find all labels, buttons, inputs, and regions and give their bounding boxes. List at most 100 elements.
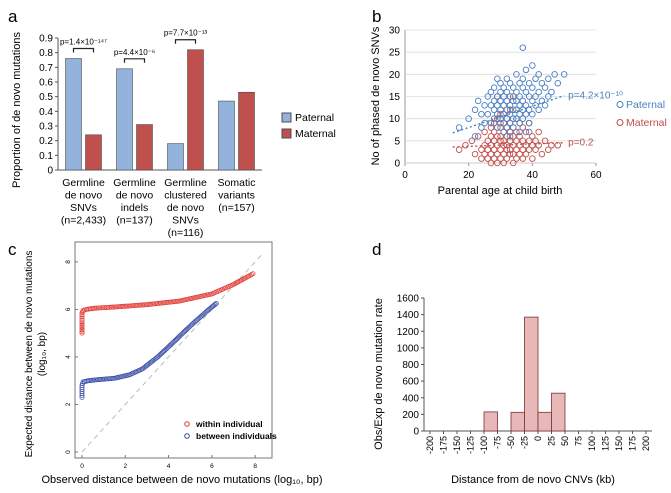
point-maternal: [462, 142, 469, 149]
panel-a-ytick-label: 0.6: [39, 78, 53, 89]
bar-maternal-0: [85, 134, 102, 171]
panel-a-category-label: Germline clustered de novo SNVs (n=116): [164, 177, 207, 239]
panel-a-category-line: de novo: [65, 190, 103, 202]
point-paternal: [497, 106, 504, 114]
point-paternal: [535, 88, 542, 96]
panel-d-xlabel: Distance from de novo CNVs (kb): [451, 474, 615, 486]
point-paternal: [516, 110, 523, 118]
point-within: [112, 304, 117, 310]
panel-c-ytick-label: 0: [65, 450, 72, 454]
point-maternal: [500, 159, 507, 167]
point-within: [250, 271, 256, 277]
panel-d-ytick-label: 200: [402, 410, 419, 421]
point-maternal: [516, 133, 523, 140]
point-between: [110, 375, 116, 381]
point-paternal: [509, 97, 517, 105]
point-within: [127, 303, 133, 309]
point-paternal: [478, 110, 485, 118]
panel-a-category-line: Somatic: [218, 177, 256, 189]
point-paternal: [503, 124, 511, 131]
panel-c-ylabel-line-1: Expected distance between de novo mutati…: [24, 251, 35, 458]
point-paternal: [506, 133, 514, 140]
point-paternal: [497, 115, 504, 122]
point-paternal: [509, 115, 517, 122]
point-paternal: [506, 102, 514, 109]
point-maternal: [494, 150, 501, 158]
point-within: [133, 303, 139, 308]
point-between: [101, 376, 107, 382]
point-within: [115, 304, 121, 310]
point-paternal: [522, 66, 530, 74]
point-maternal: [509, 150, 517, 158]
point-maternal: [519, 155, 527, 162]
point-paternal: [503, 97, 511, 105]
point-within: [79, 330, 85, 336]
point-paternal: [500, 128, 507, 136]
point-within: [113, 304, 119, 310]
point-paternal: [497, 119, 504, 127]
point-paternal: [519, 106, 527, 114]
point-paternal: [509, 124, 517, 131]
legend-label-maternal: Maternal: [626, 117, 667, 129]
point-paternal: [474, 97, 482, 105]
point-within: [158, 300, 164, 306]
point-maternal: [522, 142, 530, 149]
panel-b-ytick-label: 25: [389, 48, 401, 59]
point-paternal: [519, 84, 527, 91]
point-paternal: [497, 79, 504, 87]
point-paternal: [516, 102, 523, 109]
point-maternal: [478, 146, 485, 153]
panel-d-ytick-label: 600: [402, 377, 419, 388]
point-maternal: [478, 155, 485, 162]
panel-d-xtick-label: -125: [466, 436, 476, 454]
panel-b-ytick-label: 0: [394, 159, 400, 170]
point-within: [100, 305, 106, 311]
panel-a-ytick-label: 0.2: [39, 136, 53, 147]
point-between: [95, 377, 101, 383]
point-maternal: [532, 146, 539, 153]
point-within: [175, 298, 181, 304]
point-maternal: [490, 119, 498, 127]
point-within: [107, 304, 113, 310]
panel-d-ytick-label: 0: [413, 427, 419, 438]
point-paternal: [494, 110, 501, 118]
panel-b-xtick-label: 0: [402, 170, 408, 181]
point-between: [89, 377, 95, 383]
point-between: [87, 378, 93, 383]
point-within: [170, 299, 176, 305]
point-maternal: [509, 142, 517, 149]
point-paternal: [525, 106, 533, 114]
point-within: [79, 329, 85, 335]
point-paternal: [500, 93, 507, 100]
point-within: [149, 301, 155, 307]
legend-marker-within: [184, 421, 190, 427]
trend-maternal: [452, 141, 565, 148]
point-paternal: [494, 93, 501, 100]
point-within: [152, 301, 158, 307]
point-paternal: [484, 110, 492, 118]
point-within: [161, 300, 167, 306]
panel-a-ytick-label: 0.1: [39, 151, 53, 162]
point-paternal: [506, 110, 514, 118]
point-paternal: [529, 97, 536, 105]
point-paternal: [490, 97, 498, 105]
panel-a-legend: Paternal Maternal: [281, 112, 336, 140]
panel-d-xtick-label: -25: [520, 436, 530, 449]
point-within: [146, 302, 151, 307]
point-maternal: [500, 150, 507, 158]
point-within: [95, 305, 101, 311]
point-paternal: [497, 97, 504, 105]
point-paternal: [500, 84, 507, 91]
panel-b-xtick-label: 40: [527, 170, 539, 181]
point-within: [129, 303, 134, 309]
point-maternal: [484, 155, 492, 162]
point-maternal: [513, 155, 520, 162]
point-maternal: [497, 146, 504, 153]
point-paternal: [519, 44, 527, 51]
panel-d-xtick-label: 25: [547, 436, 557, 446]
point-within: [108, 304, 114, 310]
p-value-maternal: p=0.2: [568, 138, 594, 149]
point-within: [122, 303, 128, 309]
trend-paternal: [452, 94, 565, 134]
point-within: [130, 303, 136, 309]
